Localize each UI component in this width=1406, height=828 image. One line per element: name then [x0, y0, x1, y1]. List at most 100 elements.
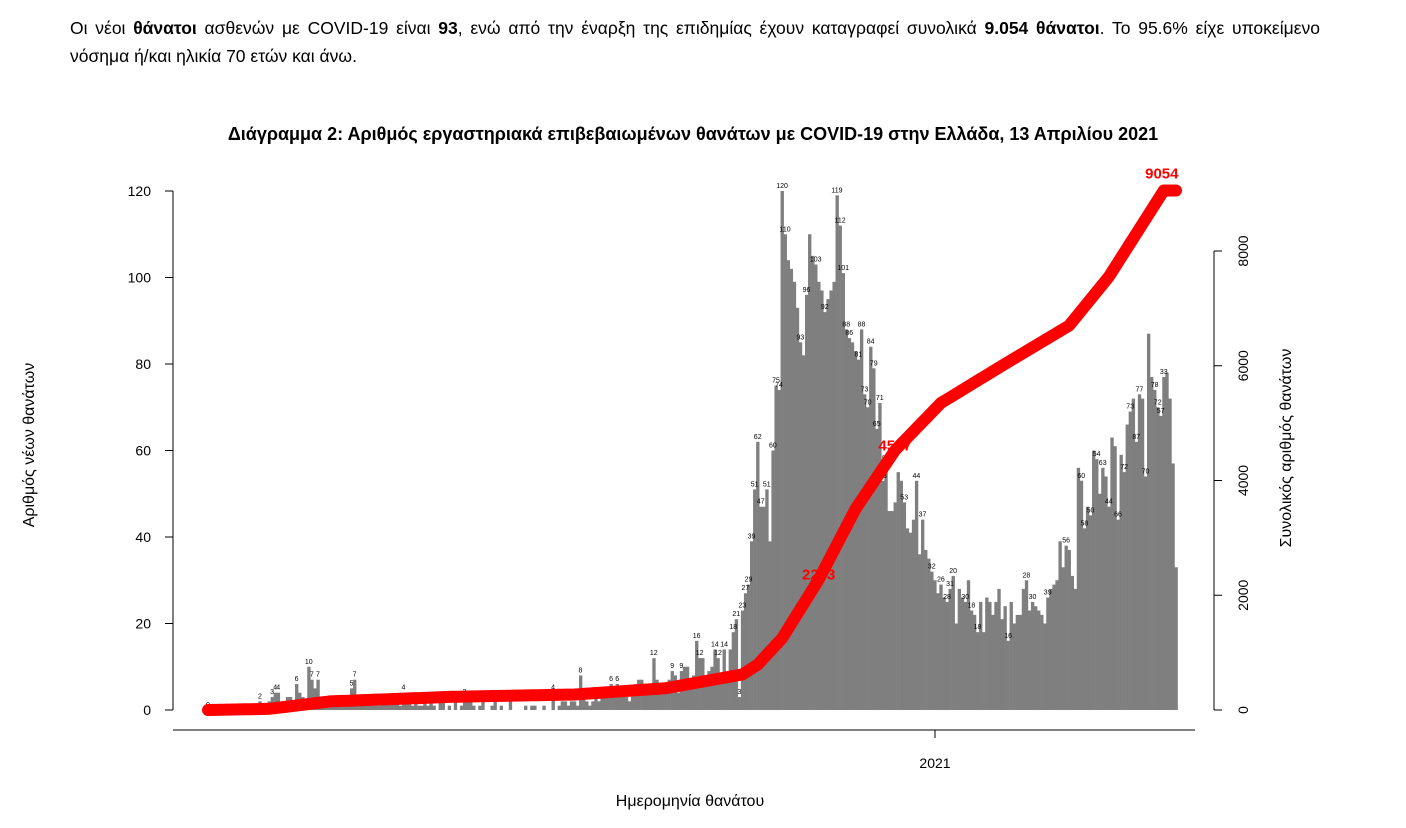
bar-value-label: 16	[1004, 633, 1012, 640]
bar-value-label: 21	[732, 611, 740, 618]
bar	[661, 688, 665, 711]
bar	[1079, 480, 1084, 710]
bar	[939, 584, 943, 711]
bar-value-label: 112	[835, 218, 846, 225]
bar-value-label: 39	[1044, 590, 1052, 597]
bar	[798, 342, 803, 711]
bar	[710, 666, 714, 710]
bar-value-label: 101	[837, 265, 849, 272]
bar	[951, 575, 955, 710]
bar-value-label: 53	[900, 494, 908, 501]
y-axis-label-text: Αριθμός νέων θανάτων	[21, 362, 38, 528]
bar	[1131, 398, 1136, 710]
bar-value-label: 78	[1151, 382, 1159, 389]
bar	[508, 701, 513, 710]
bar	[737, 697, 742, 710]
bar	[524, 705, 528, 710]
bar	[453, 701, 458, 710]
bar-value-label: 29	[745, 577, 753, 584]
chart-title: Διάγραμμα 2: Αριθμός εργαστηριακά επιβεβ…	[227, 124, 1159, 144]
bar-value-label: 103	[810, 257, 822, 264]
bar	[533, 705, 537, 710]
bar	[328, 705, 332, 710]
bar	[1021, 588, 1026, 710]
bar	[994, 601, 998, 711]
bar	[823, 312, 827, 710]
bar-value-label: 72	[1120, 464, 1128, 471]
bar	[1064, 545, 1068, 710]
bar	[804, 294, 809, 710]
bar-value-label: 44	[913, 473, 921, 480]
y2-tick-label: 0	[1235, 706, 1251, 714]
bar	[1012, 623, 1016, 710]
bar-value-label: 77	[1136, 386, 1144, 393]
bar	[945, 601, 949, 711]
bar	[768, 541, 772, 711]
bar	[1040, 614, 1044, 710]
y-tick-label: 20	[135, 616, 151, 632]
bar-value-label: 8	[579, 667, 583, 674]
bar	[1110, 437, 1114, 710]
bar	[1104, 476, 1108, 710]
bar	[585, 701, 589, 710]
bar-value-label: 6	[615, 676, 619, 683]
bar-value-label: 12	[714, 650, 722, 657]
bar-value-label: 58	[1081, 520, 1089, 527]
bar	[908, 532, 913, 710]
bar	[1003, 606, 1007, 710]
bar-value-label: 71	[876, 395, 884, 402]
y-tick-label: 0	[143, 702, 151, 718]
bar	[1070, 575, 1074, 710]
bar-value-label: 6	[609, 676, 613, 683]
bar	[276, 692, 281, 710]
bar	[1125, 424, 1129, 710]
bar	[560, 701, 565, 710]
bar	[911, 519, 916, 710]
intro-text-4: . Το 95.6% είχε υποκείμενο νόσημα ή/και …	[70, 18, 1320, 66]
bar	[743, 593, 748, 711]
intro-bold-new-deaths: 93	[438, 18, 458, 38]
bar	[582, 697, 586, 710]
bar-value-label: 62	[754, 434, 762, 441]
bar-value-label: 33	[1160, 369, 1168, 376]
bar	[1088, 515, 1093, 711]
bar	[542, 705, 546, 710]
bar	[1128, 411, 1133, 710]
intro-text-1: Οι νέοι	[70, 18, 134, 38]
bar	[441, 701, 445, 710]
cumulative-value-label: 2273	[802, 567, 835, 584]
bar	[954, 623, 958, 710]
bar	[746, 584, 751, 711]
bar	[756, 441, 760, 710]
bar	[481, 701, 485, 710]
bar	[734, 619, 739, 710]
bar	[273, 692, 277, 710]
bar	[762, 506, 766, 711]
bar	[1024, 580, 1029, 710]
bar	[808, 234, 812, 710]
bar	[655, 679, 659, 711]
bar	[688, 684, 693, 710]
bar	[618, 692, 623, 710]
bar	[1000, 619, 1004, 710]
bar-value-label: 51	[763, 481, 771, 488]
intro-text-3: , ενώ από την έναρξη της επιδημίας έχουν…	[457, 18, 985, 38]
bar-value-label: 86	[845, 330, 853, 337]
bar-value-label: 79	[870, 360, 878, 367]
bar	[591, 701, 595, 710]
bar	[374, 701, 378, 710]
bar	[649, 684, 653, 710]
bar	[630, 692, 635, 710]
bar	[859, 329, 864, 710]
bar-value-label: 70	[1142, 468, 1150, 475]
bar-value-label: 84	[867, 339, 875, 346]
y-tick-label: 80	[135, 356, 151, 372]
bar-value-label: 75	[772, 378, 780, 385]
bar	[905, 528, 910, 710]
bar	[765, 489, 769, 710]
bar	[719, 679, 723, 711]
bar	[902, 502, 907, 710]
bar-value-label: 7	[353, 672, 357, 679]
bar	[997, 588, 1001, 710]
